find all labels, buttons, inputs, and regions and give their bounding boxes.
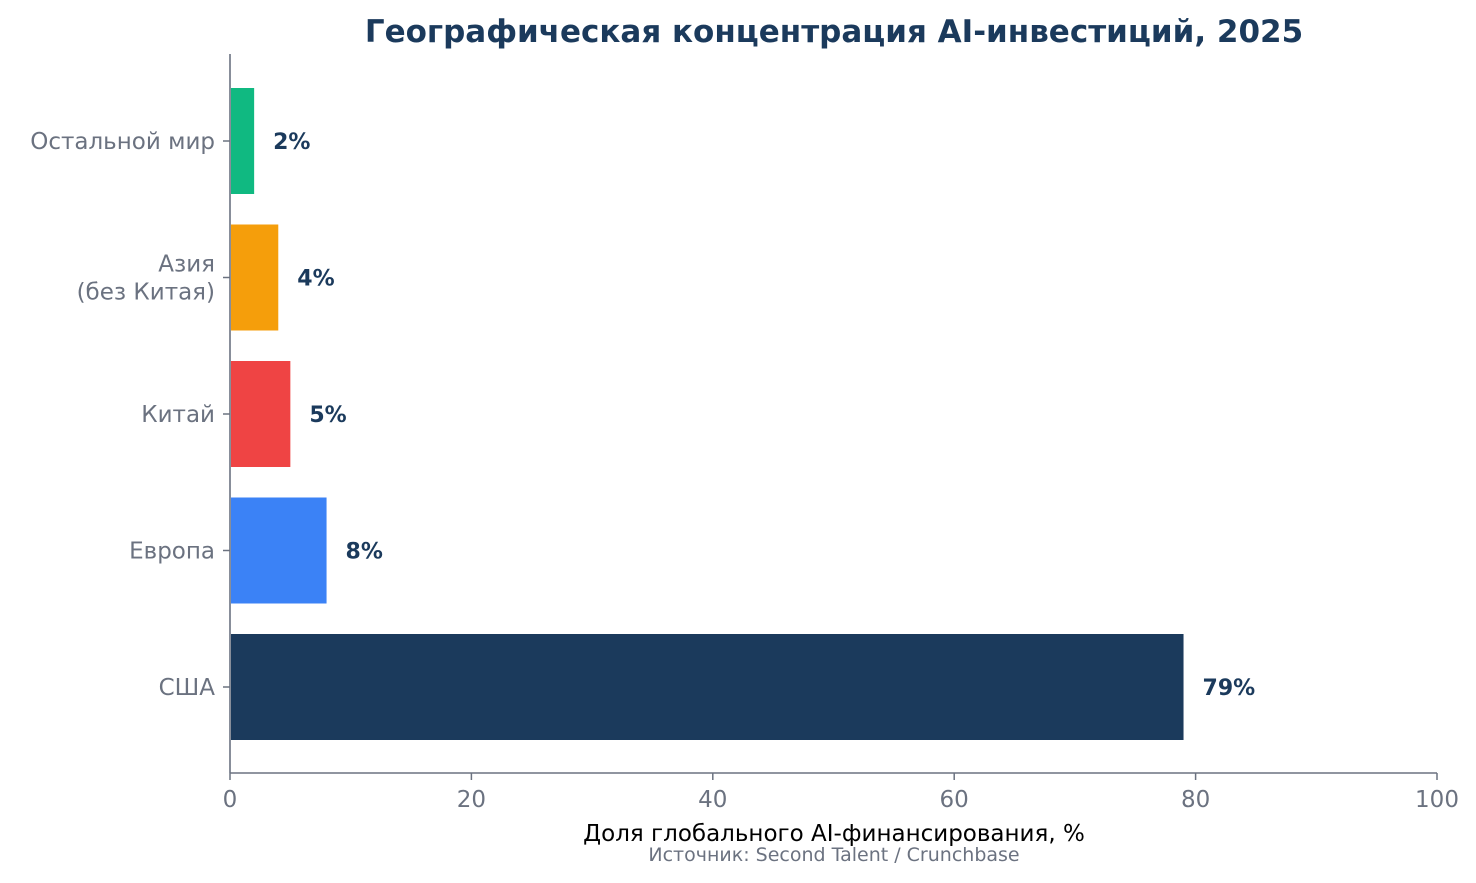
value-label-0: 2% — [273, 130, 310, 155]
x-tick-label-0: 0 — [223, 787, 238, 813]
x-tick-label-3: 60 — [940, 787, 969, 813]
category-label-line: (без Китая) — [77, 280, 215, 306]
bars-layer — [231, 88, 1184, 740]
category-label-3: Европа — [129, 539, 215, 565]
category-label-line: Китай — [141, 402, 215, 428]
value-label-1: 4% — [297, 267, 334, 292]
x-axis-label: Доля глобального AI-финансирования, % — [583, 821, 1085, 847]
bar-1 — [231, 224, 279, 331]
category-label-4: США — [159, 675, 216, 701]
bar-3 — [231, 497, 327, 604]
bar-0 — [231, 88, 255, 194]
value-label-3: 8% — [346, 540, 383, 565]
x-axis: 0 20 40 60 80 100 — [223, 772, 1459, 813]
x-tick-label-1: 20 — [457, 787, 486, 813]
value-label-4: 79% — [1203, 676, 1256, 701]
category-label-0: Остальной мир — [30, 129, 215, 155]
category-label-1: Азия (без Китая) — [77, 252, 215, 306]
category-label-line: Европа — [129, 539, 215, 565]
chart-title: Географическая концентрация AI-инвестици… — [365, 14, 1303, 50]
category-label-line: Остальной мир — [30, 129, 215, 155]
x-tick-label-5: 100 — [1415, 787, 1459, 813]
category-label-line: США — [159, 675, 216, 701]
value-labels-layer: 2% 4% 5% 8% 79% — [273, 130, 1255, 701]
category-label-2: Китай — [141, 402, 215, 428]
bar-2 — [231, 361, 291, 467]
x-tick-label-4: 80 — [1181, 787, 1210, 813]
x-tick-label-2: 40 — [698, 787, 727, 813]
bar-4 — [231, 634, 1184, 740]
category-label-line: Азия — [158, 252, 215, 278]
value-label-2: 5% — [309, 403, 346, 428]
source-note: Источник: Second Talent / Crunchbase — [648, 844, 1019, 866]
y-axis: Остальной мир Азия (без Китая) Китай Европа С… — [30, 54, 231, 773]
